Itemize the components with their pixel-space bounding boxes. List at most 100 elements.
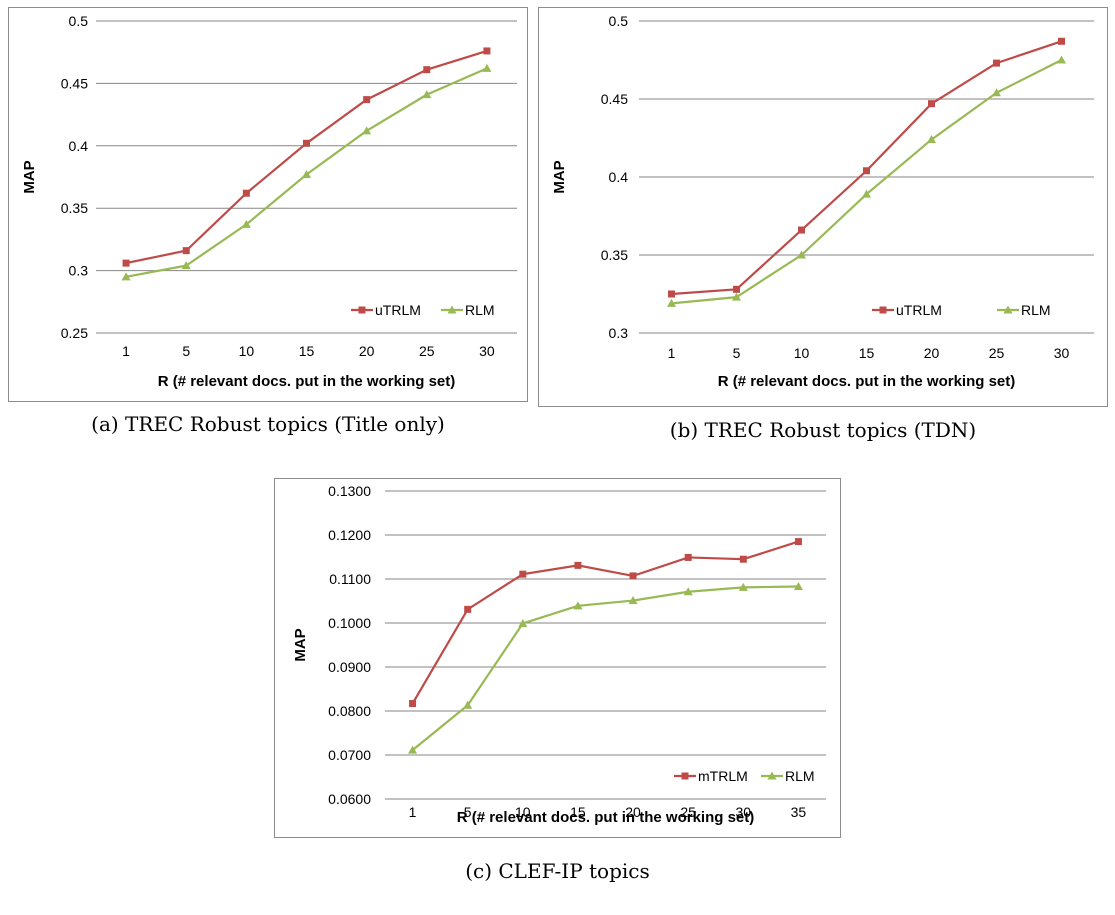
data-point-rlm bbox=[738, 582, 748, 591]
data-point-rlm bbox=[302, 170, 311, 179]
legend-marker-rlm bbox=[767, 771, 777, 780]
legend-marker-utrlm bbox=[358, 306, 366, 314]
data-point-utrlm bbox=[483, 47, 491, 55]
y-tick-label: 0.1100 bbox=[329, 571, 371, 587]
chart-b: 0.30.350.40.450.51 5 10 15 20 25 30R (# releva… bbox=[551, 13, 1094, 390]
legend-marker-utrlm bbox=[879, 306, 887, 314]
data-point-mtrlm bbox=[794, 538, 802, 546]
legend-label-utrlm: uTRLM bbox=[896, 302, 942, 318]
data-point-rlm bbox=[992, 88, 1001, 97]
legend-marker-rlm bbox=[447, 305, 457, 314]
data-point-utrlm bbox=[668, 290, 675, 298]
x-tick-label: 5 bbox=[464, 804, 472, 820]
x-tick-label: 30 bbox=[479, 343, 495, 359]
y-tick-label: 0.4 bbox=[69, 138, 89, 154]
data-point-rlm bbox=[408, 745, 418, 754]
data-point-utrlm bbox=[122, 259, 130, 267]
legend-marker-mtrlm bbox=[681, 772, 689, 780]
data-point-utrlm bbox=[798, 226, 805, 234]
data-point-rlm bbox=[667, 298, 676, 307]
y-tick-label: 0.35 bbox=[61, 200, 88, 216]
series-line-rlm bbox=[411, 585, 799, 752]
data-point-rlm bbox=[862, 189, 871, 198]
legend-label-mtrlm: mTRLM bbox=[698, 768, 748, 784]
data-point-utrlm bbox=[182, 247, 190, 255]
data-point-utrlm bbox=[733, 285, 740, 293]
legend-marker-rlm bbox=[1003, 305, 1013, 314]
data-point-utrlm bbox=[363, 96, 371, 104]
y-tick-label: 0.5 bbox=[609, 13, 629, 29]
data-point-utrlm bbox=[863, 167, 870, 175]
x-tick-label: 25 bbox=[419, 343, 435, 359]
data-point-rlm bbox=[422, 90, 432, 99]
legend-label-utrlm: uTRLM bbox=[375, 302, 421, 318]
series-line-mtrlm bbox=[411, 540, 799, 705]
data-point-rlm bbox=[797, 250, 806, 259]
data-point-mtrlm bbox=[739, 555, 747, 563]
data-point-mtrlm bbox=[684, 553, 692, 561]
data-point-rlm bbox=[121, 272, 131, 281]
y-axis-label: MAP bbox=[21, 160, 38, 193]
data-point-mtrlm bbox=[629, 572, 637, 580]
data-point-utrlm bbox=[928, 100, 935, 108]
data-point-rlm bbox=[181, 261, 191, 270]
x-tick-label: 15 bbox=[299, 343, 315, 359]
x-tick-label: 30 bbox=[1054, 345, 1070, 361]
data-point-rlm bbox=[362, 126, 372, 135]
data-point-mtrlm bbox=[574, 561, 582, 569]
data-point-rlm bbox=[793, 581, 803, 590]
caption-a: (a) TREC Robust topics (Title only) bbox=[91, 412, 445, 436]
data-point-mtrlm bbox=[519, 570, 527, 578]
data-point-utrlm bbox=[303, 139, 310, 147]
series-line-utrlm bbox=[125, 49, 488, 265]
y-tick-label: 0.3 bbox=[69, 263, 89, 279]
x-axis-label: R (# relevant docs. put in the working s… bbox=[718, 373, 1016, 390]
y-tick-label: 0.1200 bbox=[328, 527, 371, 543]
data-point-rlm bbox=[683, 587, 693, 596]
y-tick-label: 0.5 bbox=[69, 13, 89, 29]
y-tick-label: 0.0600 bbox=[328, 791, 371, 807]
data-point-rlm bbox=[732, 292, 741, 301]
x-tick-label: 25 bbox=[680, 804, 696, 820]
chart-panel-b: 0.3 0.35 0.4 0.45 0.5 1 5 10 15 20 25 30 R (# releva… bbox=[538, 7, 1108, 407]
legend-label-rlm: RLM bbox=[785, 768, 815, 784]
chart-panel-c: 0.0600 0.0700 0.0800 0.0900 0.1000 0.1100 0.12… bbox=[274, 478, 841, 838]
x-tick-label: 20 bbox=[359, 343, 375, 359]
x-tick-label: 10 bbox=[239, 343, 255, 359]
series-line-rlm bbox=[671, 59, 1062, 305]
data-point-rlm bbox=[927, 135, 936, 144]
x-tick-label: 10 bbox=[794, 345, 810, 361]
y-axis-label: MAP bbox=[292, 628, 309, 661]
data-point-mtrlm bbox=[409, 700, 417, 708]
x-tick-label: 30 bbox=[736, 804, 752, 820]
x-tick-label: 20 bbox=[625, 804, 641, 820]
y-tick-label: 0.45 bbox=[61, 75, 88, 91]
y-tick-label: 0.0700 bbox=[328, 747, 371, 763]
data-point-utrlm bbox=[242, 189, 250, 197]
x-tick-label: 10 bbox=[515, 804, 531, 820]
data-point-utrlm bbox=[1058, 37, 1065, 45]
data-point-utrlm bbox=[423, 66, 431, 74]
caption-c: (c) CLEF-IP topics bbox=[465, 859, 650, 883]
data-point-rlm bbox=[463, 700, 473, 709]
x-tick-label: 20 bbox=[924, 345, 940, 361]
x-tick-label: 15 bbox=[570, 804, 586, 820]
legend-label-rlm: RLM bbox=[465, 302, 495, 318]
y-tick-label: 0.1000 bbox=[328, 615, 371, 631]
y-tick-label: 0.0800 bbox=[328, 703, 371, 719]
legend-label-rlm: RLM bbox=[1021, 302, 1051, 318]
y-axis-label: MAP bbox=[551, 160, 568, 193]
chart-c: 0.0600 0.0700 0.0800 0.0900 0.1000 0.1100 0.12… bbox=[292, 483, 826, 826]
data-point-rlm bbox=[628, 596, 638, 605]
data-point-utrlm bbox=[993, 59, 1000, 67]
data-point-rlm bbox=[518, 618, 528, 627]
x-tick-label: 5 bbox=[182, 343, 190, 359]
caption-b: (b) TREC Robust topics (TDN) bbox=[669, 418, 977, 442]
x-axis-label: R (# relevant docs. put in the working s… bbox=[457, 809, 755, 826]
chart-a: 0.250.30.350.40.450.51 5 10 15 20 25 30R (# re… bbox=[21, 13, 517, 390]
y-tick-label: 0.35 bbox=[601, 247, 628, 263]
y-tick-label: 0.1300 bbox=[328, 483, 371, 499]
data-point-rlm bbox=[573, 601, 583, 610]
chart-panel-a: 0.25 0.3 0.35 0.4 0.45 0.5 1 5 10 15 20 25 30 R (# re… bbox=[8, 7, 528, 402]
